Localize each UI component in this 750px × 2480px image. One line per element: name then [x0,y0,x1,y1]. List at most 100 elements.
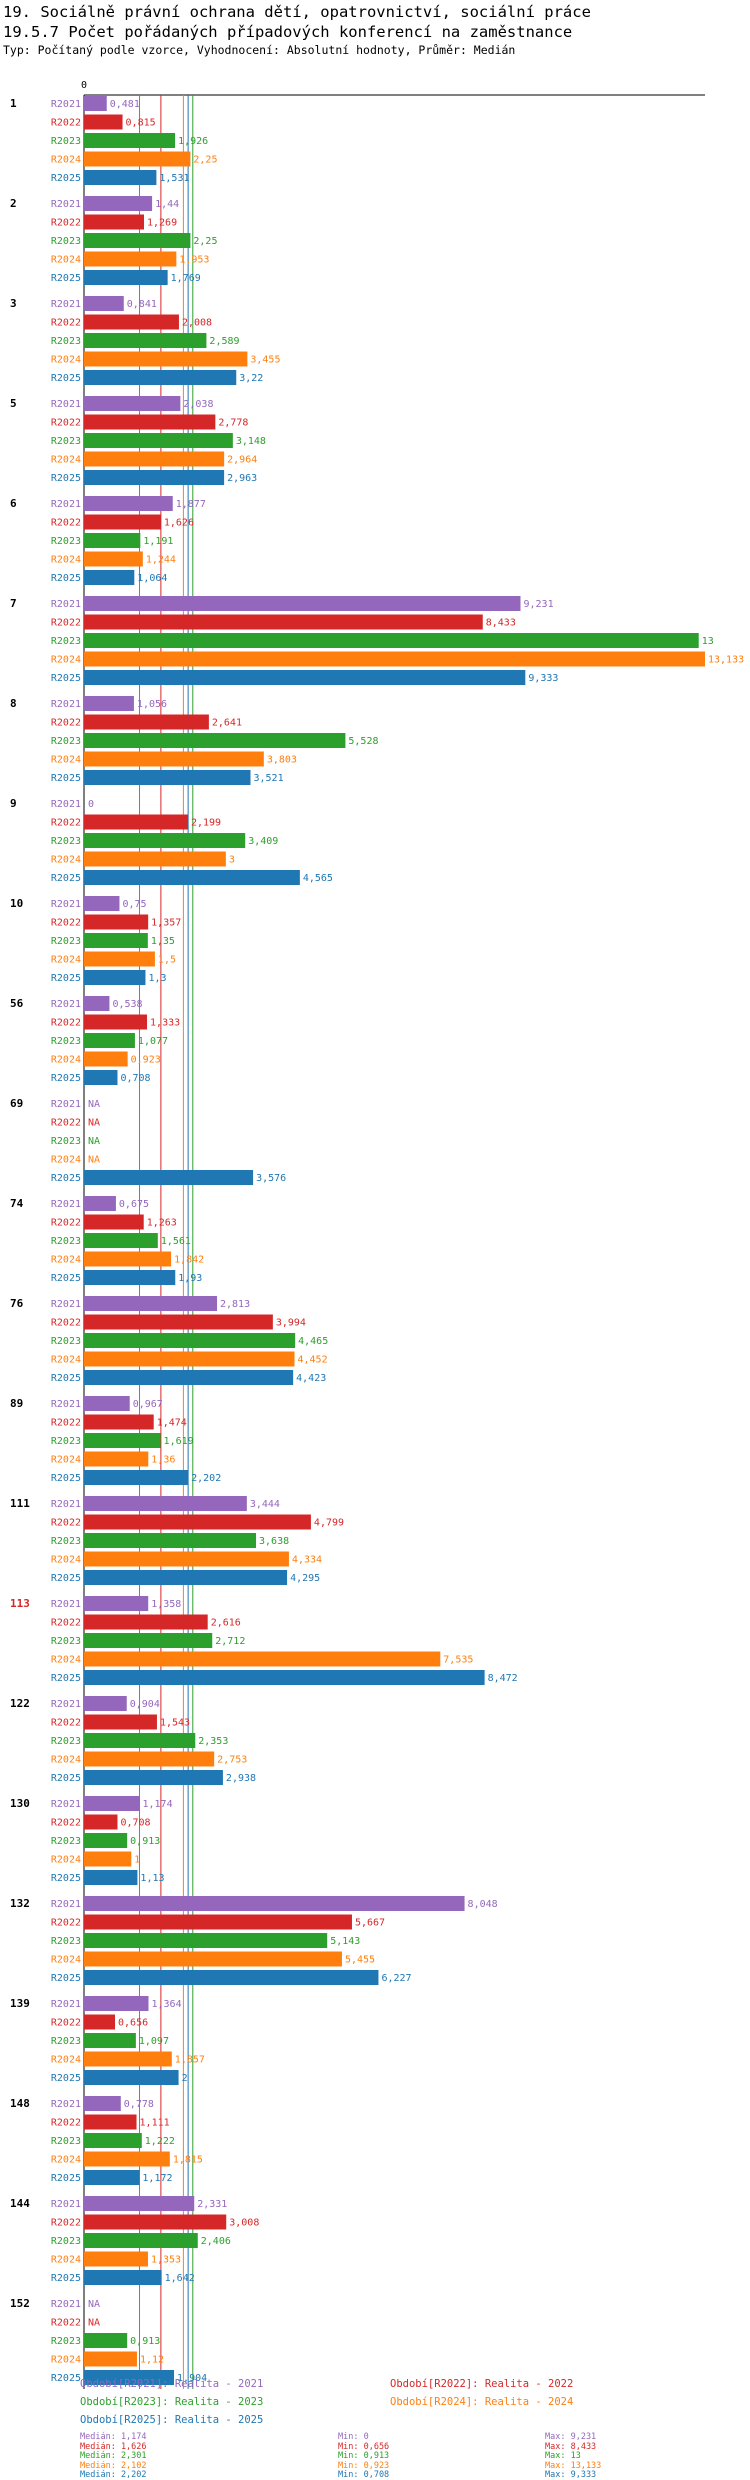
series-label: R2025 [51,2073,81,2084]
series-label: R2024 [51,1255,81,1266]
data-label: 0,904 [130,1699,160,1710]
series-label: R2021 [51,2299,81,2310]
data-label: 2 [182,2073,188,2084]
series-label: R2021 [51,399,81,410]
bar-r2024 [84,1251,172,1267]
category-label: 76 [10,1297,24,1310]
series-label: R2025 [51,273,81,284]
data-label: 1,172 [142,2173,172,2184]
data-label: 1,619 [164,1436,194,1447]
series-label: R2021 [51,199,81,210]
bar-r2023 [84,533,141,548]
series-label: R2023 [51,2036,81,2047]
legend-item-r2022: Období[R2022]: Realita - 2022 [390,2378,574,2390]
series-label: R2024 [51,355,81,366]
bar-r2024 [84,1751,215,1767]
data-label: 1,222 [145,2136,175,2147]
data-label: 1,097 [139,2036,169,2047]
bar-r2021 [84,2096,121,2111]
series-label: R2024 [51,2055,81,2066]
series-label: R2022 [51,1718,81,1729]
data-label: 4,295 [290,1573,320,1584]
series-label: R2022 [51,1218,81,1229]
bar-r2025 [84,470,225,485]
bar-r2025 [84,1170,254,1185]
series-label: R2022 [51,1418,81,1429]
data-label: 1,769 [171,273,201,284]
series-label: R2025 [51,573,81,584]
series-label: R2021 [51,1699,81,1710]
category-label: 69 [10,1097,23,1110]
bar-r2021 [84,96,107,111]
data-label: 0,967 [133,1399,163,1410]
bar-r2022 [84,114,123,130]
series-label: R2024 [51,655,81,666]
bar-r2023 [84,2133,142,2148]
data-label: 3,409 [248,836,278,847]
series-label: R2022 [51,718,81,729]
series-label: R2023 [51,1636,81,1647]
data-label: 2,199 [191,818,221,829]
data-label: 8,048 [468,1899,498,1910]
series-label: R2024 [51,1855,81,1866]
stat-median: Medián: 2,202 [80,2470,147,2480]
series-label: R2023 [51,936,81,947]
series-label: R2023 [51,336,81,347]
legend-item-r2021: Období[R2021]: Realita - 2021 [80,2378,264,2390]
data-label: 1,353 [151,2255,181,2266]
bar-r2023 [84,1633,213,1648]
bar-r2021 [84,1396,130,1411]
series-label: R2025 [51,373,81,384]
stat-max: Max: 9,231 [545,2432,597,2442]
series-label: R2022 [51,518,81,529]
stat-min: Min: 0,656 [338,2441,390,2452]
data-label: 3,455 [250,355,280,366]
bar-r2022 [84,1914,352,1930]
series-label: R2023 [51,136,81,147]
bar-r2024 [84,1451,149,1467]
stat-min: Min: 0,923 [338,2460,390,2471]
series-label: R2025 [51,673,81,684]
series-label: R2024 [51,1055,81,1066]
category-label: 122 [10,1697,30,1710]
bar-r2022 [84,514,161,530]
data-label: 4,334 [292,1555,322,1566]
bar-r2025 [84,770,251,785]
bar-r2023 [84,833,246,848]
data-label: 1,561 [161,1236,191,1247]
stat-min: Min: 0 [338,2432,369,2442]
data-label: 0,913 [130,1836,160,1847]
bar-r2024 [84,1951,342,1967]
category-label: 1 [10,97,17,110]
series-label: R2025 [51,173,81,184]
data-label: 1,626 [164,518,194,529]
data-label: 2,641 [212,718,242,729]
data-label: NA [88,2318,100,2329]
stat-min: Min: 0,913 [338,2451,390,2461]
bar-r2023 [84,1833,128,1848]
bar-r2021 [84,1996,149,2011]
bar-r2025 [84,1570,288,1585]
bar-r2023 [84,933,148,948]
data-label: 4,423 [296,1373,326,1384]
chart-subtitle: Typ: Počítaný podle vzorce, Vyhodnocení:… [3,43,516,57]
data-label: 13,133 [708,655,744,666]
bar-r2022 [84,314,179,330]
data-label: 1,5 [158,955,176,966]
data-label: 0,675 [119,1199,149,1210]
category-label: 2 [10,197,17,210]
series-label: R2022 [51,2218,81,2229]
data-label: 1,269 [147,218,177,229]
data-label: 2,963 [227,473,257,484]
data-label: 2,813 [220,1299,250,1310]
series-label: R2025 [51,1473,81,1484]
series-label: R2022 [51,618,81,629]
data-label: 2,406 [201,2236,231,2247]
bar-r2023 [84,333,207,348]
series-label: R2023 [51,2136,81,2147]
data-label: 8,433 [486,618,516,629]
category-label: 89 [10,1397,23,1410]
stat-median: Medián: 1,626 [80,2441,147,2452]
bar-r2024 [84,451,225,467]
data-label: 2,25 [193,155,217,166]
